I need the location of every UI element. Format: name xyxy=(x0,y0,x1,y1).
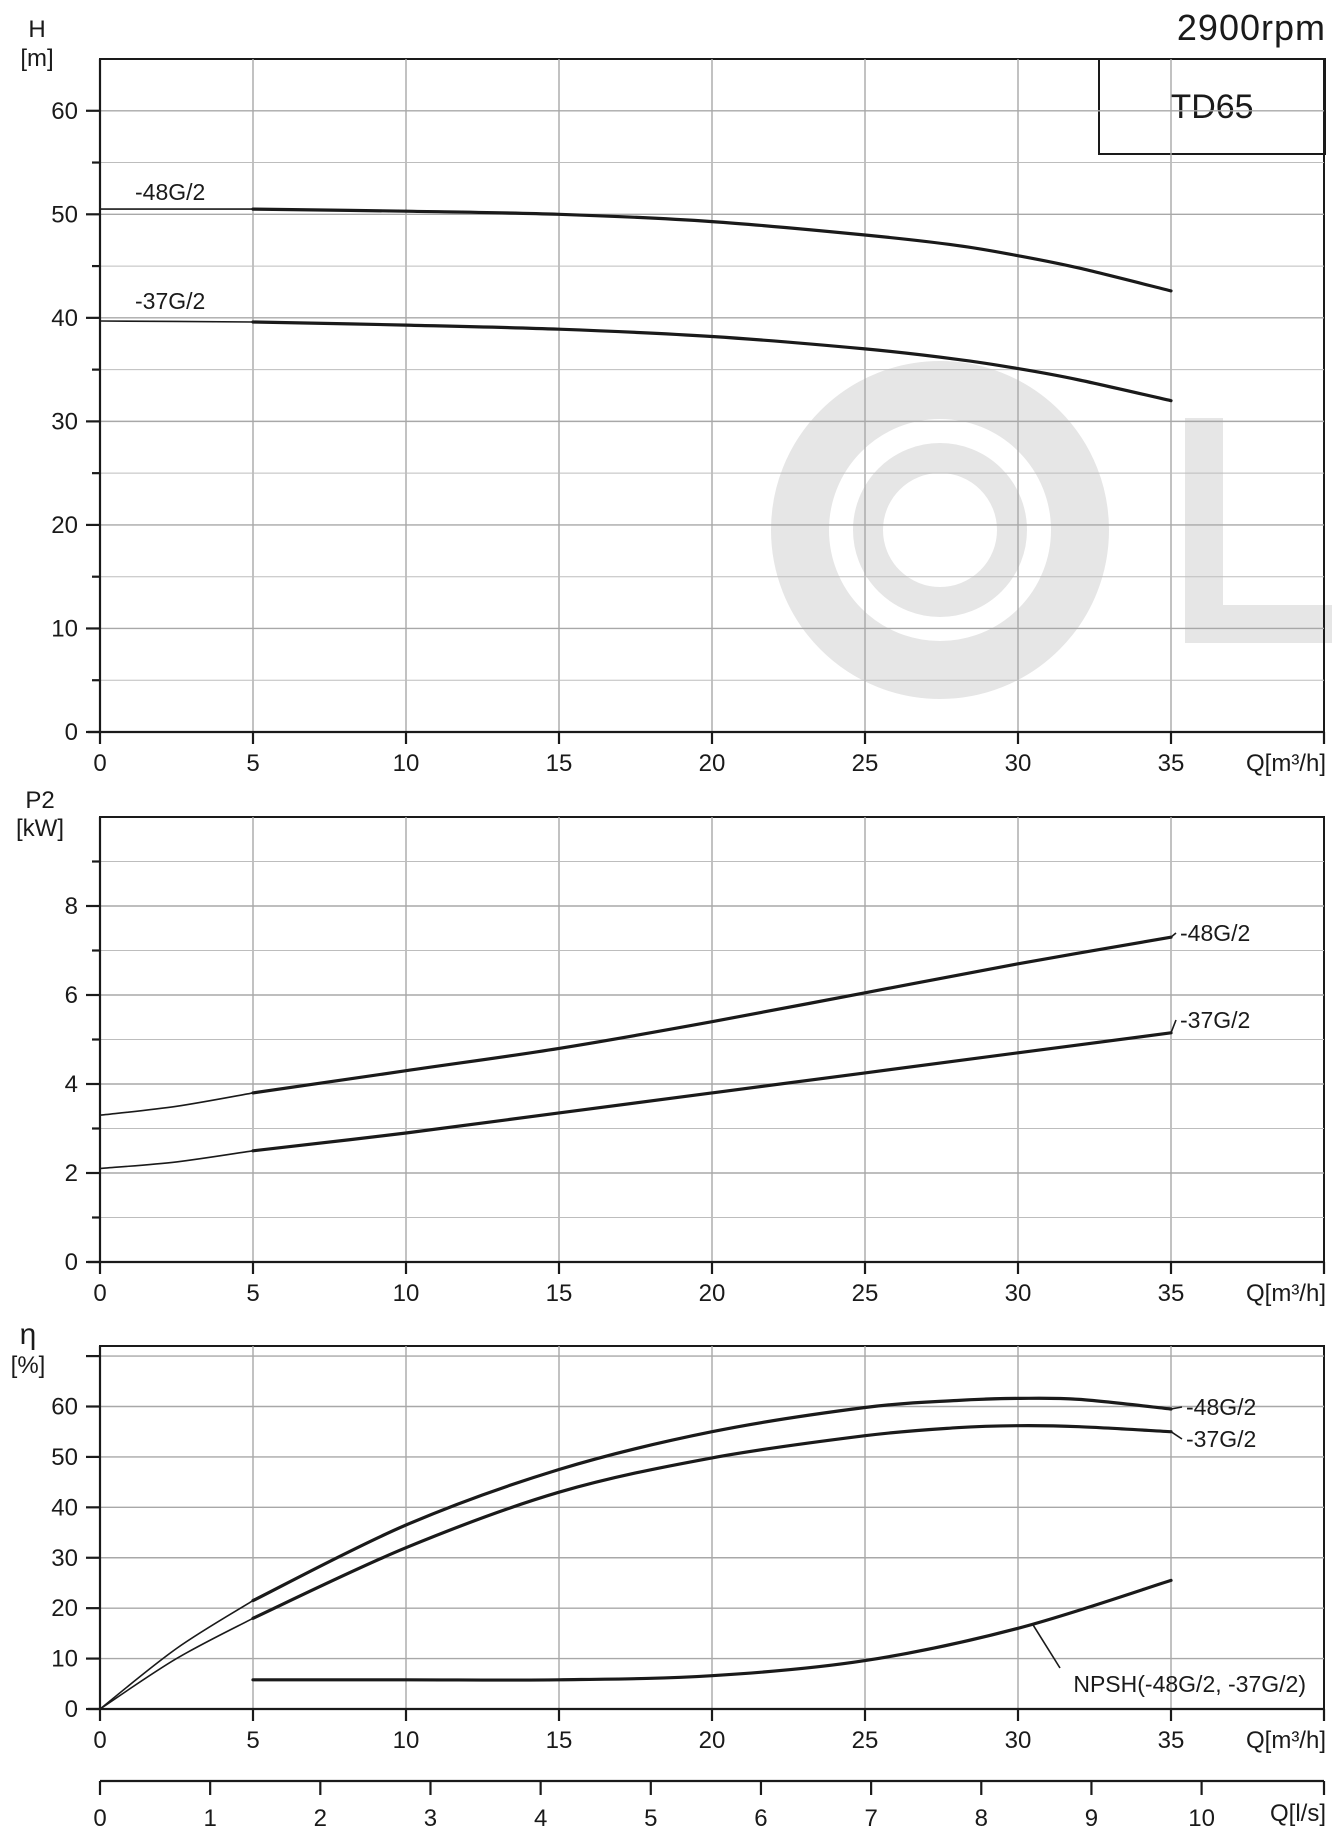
power-x-tick-label: 30 xyxy=(1005,1280,1032,1307)
head-x-tick-label: 25 xyxy=(852,750,879,777)
power-series-leadin xyxy=(99,1092,254,1116)
efficiency-x-tick-label: 20 xyxy=(699,1727,726,1754)
lps-axis-tick-label: 4 xyxy=(534,1805,547,1831)
power-x-tick-label: 5 xyxy=(246,1280,259,1307)
power-y-tick-label: 8 xyxy=(65,893,78,920)
speed-label: 2900rpm xyxy=(1177,7,1326,48)
power-series-label: -37G/2 xyxy=(1180,1007,1250,1033)
power-y-axis-symbol: P2 xyxy=(25,787,54,814)
head-x-tick-label: 20 xyxy=(699,750,726,777)
power-y-tick-label: 4 xyxy=(65,1071,78,1098)
power-y-tick-label: 2 xyxy=(65,1160,78,1187)
lps-axis-tick-label: 5 xyxy=(644,1805,657,1831)
lps-axis-tick-label: 8 xyxy=(975,1805,988,1831)
efficiency-x-tick-label: 0 xyxy=(93,1727,106,1754)
head-x-tick-label: 5 xyxy=(246,750,259,777)
lps-axis-label: Q[l/s] xyxy=(1270,1800,1326,1827)
efficiency-x-axis-label: Q[m³/h] xyxy=(1246,1727,1326,1754)
head-y-tick-label: 10 xyxy=(51,615,78,642)
head-x-tick-label: 30 xyxy=(1005,750,1032,777)
head-x-tick-label: 10 xyxy=(393,750,420,777)
lps-axis-tick-label: 7 xyxy=(864,1805,877,1831)
efficiency-series-leadin xyxy=(99,1617,254,1710)
flow-lps-axis: 0 1 2 3 4 5 6 7 8 9 10 Q[l/s] xyxy=(93,1779,1326,1831)
efficiency-series-label: -48G/2 xyxy=(1186,1394,1256,1420)
head-series-line xyxy=(251,320,1173,403)
efficiency-x-tick-label: 30 xyxy=(1005,1727,1032,1754)
power-x-axis-label: Q[m³/h] xyxy=(1246,1280,1326,1307)
efficiency-x-tick-label: 10 xyxy=(393,1727,420,1754)
lps-axis-tick-label: 1 xyxy=(203,1805,216,1831)
power-series-label-leader xyxy=(1170,932,1177,938)
efficiency-x-tick-label: 15 xyxy=(546,1727,573,1754)
watermark-logo xyxy=(771,361,1332,699)
efficiency-series-label: -37G/2 xyxy=(1186,1426,1256,1452)
efficiency-y-tick-label: 40 xyxy=(51,1494,78,1521)
lps-axis-tick-label: 9 xyxy=(1085,1805,1098,1831)
model-label: TD65 xyxy=(1170,88,1253,126)
power-y-axis-unit: [kW] xyxy=(16,815,64,842)
efficiency-y-tick-label: 50 xyxy=(51,1444,78,1471)
head-x-tick-label: 15 xyxy=(546,750,573,777)
power-y-tick-label: 0 xyxy=(65,1249,78,1276)
power-series-label: -48G/2 xyxy=(1180,920,1250,946)
head-series-leadin xyxy=(99,320,254,323)
head-chart: 0 10 20 30 40 50 60 0 5 10 15 20 25 30 35 H[m] Q[m³/h] -4… xyxy=(20,16,1326,777)
head-y-tick-label: 40 xyxy=(51,305,78,332)
efficiency-y-tick-label: 30 xyxy=(51,1545,78,1572)
efficiency-y-tick-label: 20 xyxy=(51,1595,78,1622)
head-y-tick-label: 60 xyxy=(51,98,78,125)
head-y-tick-label: 20 xyxy=(51,512,78,539)
efficiency-series-line xyxy=(251,1578,1173,1682)
efficiency-chart: 0 10 20 30 40 50 60 0 5 10 15 20 25 30 35 η[%] Q[m³/h] -4… xyxy=(11,1318,1326,1754)
efficiency-y-axis-symbol: η xyxy=(20,1318,37,1351)
efficiency-y-tick-label: 10 xyxy=(51,1646,78,1673)
power-x-tick-label: 35 xyxy=(1158,1280,1185,1307)
power-series-line xyxy=(251,935,1173,1095)
efficiency-series-line xyxy=(251,1424,1173,1620)
lps-axis-tick-label: 3 xyxy=(424,1805,437,1831)
head-x-axis-label: Q[m³/h] xyxy=(1246,750,1326,777)
efficiency-y-axis-unit: [%] xyxy=(11,1352,46,1379)
head-y-tick-label: 50 xyxy=(51,201,78,228)
efficiency-y-tick-label: 0 xyxy=(65,1696,78,1723)
power-series-line xyxy=(251,1031,1173,1153)
lps-axis-tick-label: 2 xyxy=(314,1805,327,1831)
head-y-axis-unit: [m] xyxy=(20,45,53,72)
power-series-label-leader xyxy=(1170,1019,1177,1034)
head-series-line xyxy=(251,207,1173,293)
power-series-leadin xyxy=(99,1150,254,1170)
head-y-tick-label: 0 xyxy=(65,719,78,746)
efficiency-y-tick-label: 60 xyxy=(51,1394,78,1421)
efficiency-series-line xyxy=(251,1396,1173,1603)
lps-axis-tick-label: 0 xyxy=(93,1805,106,1831)
efficiency-series-label-leader xyxy=(1170,1406,1183,1410)
power-x-tick-label: 10 xyxy=(393,1280,420,1307)
efficiency-series-leadin xyxy=(99,1599,254,1710)
efficiency-x-tick-label: 35 xyxy=(1158,1727,1185,1754)
head-y-axis-symbol: H xyxy=(28,16,45,43)
efficiency-x-tick-label: 25 xyxy=(852,1727,879,1754)
power-x-tick-label: 25 xyxy=(852,1280,879,1307)
power-x-tick-label: 15 xyxy=(546,1280,573,1307)
head-y-tick-label: 30 xyxy=(51,408,78,435)
head-x-tick-label: 35 xyxy=(1158,750,1185,777)
head-series-label: -37G/2 xyxy=(135,288,205,314)
head-x-tick-label: 0 xyxy=(93,750,106,777)
power-x-tick-label: 20 xyxy=(699,1280,726,1307)
lps-axis-tick-label: 10 xyxy=(1188,1805,1215,1831)
efficiency-series-label-leader xyxy=(1170,1431,1183,1440)
efficiency-npsh-leader xyxy=(1032,1624,1061,1669)
efficiency-x-tick-label: 5 xyxy=(246,1727,259,1754)
head-series-label: -48G/2 xyxy=(135,179,205,205)
lps-axis-tick-label: 6 xyxy=(754,1805,767,1831)
power-x-tick-label: 0 xyxy=(93,1280,106,1307)
power-y-tick-label: 6 xyxy=(65,982,78,1009)
efficiency-series-label: NPSH(-48G/2, -37G/2) xyxy=(1073,1671,1306,1697)
power-chart: 0 2 4 6 8 0 5 10 15 20 25 30 35 P2[kW] Q[m³/h] -48G/2 -3… xyxy=(16,787,1326,1307)
